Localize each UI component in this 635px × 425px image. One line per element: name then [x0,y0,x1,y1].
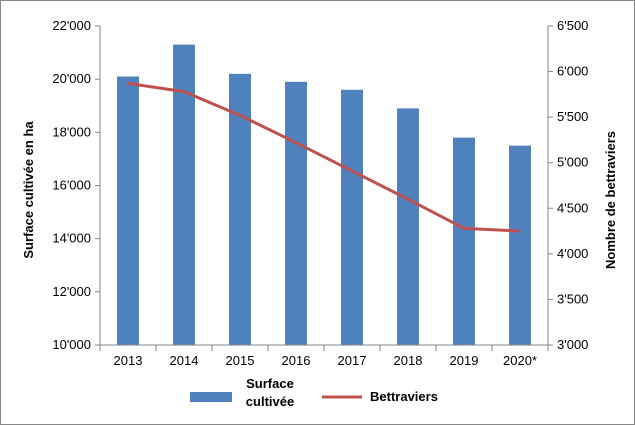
x-tick-label: 2020* [503,353,537,368]
legend: Surface cultivée Bettraviers [190,376,438,409]
legend-bar-label-line2: cultivée [246,394,294,409]
y-right-tick-label: 6'500 [557,18,588,33]
legend-bar-label-line1: Surface [246,376,294,391]
y-left-tick-label: 14'000 [52,231,91,246]
y-left-tick-label: 10'000 [52,337,91,352]
y-right-tick-label: 4'000 [557,246,588,261]
ticks-layer: 10'000 12'000 14'000 16'000 18'000 20'000 22'0… [52,18,588,368]
x-tick-label: 2015 [226,353,255,368]
y-left-tick-label: 16'000 [52,178,91,193]
y-right-tick-label: 6'000 [557,64,588,79]
y-left-tick-label: 18'000 [52,124,91,139]
axes-layer [95,25,553,351]
bar-2017 [341,89,363,345]
x-tick-label: 2014 [170,353,199,368]
y-right-axis-title: Nombre de bettraviers [603,131,618,269]
bar-2016 [285,81,307,345]
x-tick-label: 2017 [338,353,367,368]
bars-layer [117,44,531,346]
line-layer [127,81,521,233]
y-left-tick-label: 12'000 [52,284,91,299]
legend-bar-swatch [190,392,232,402]
bar-2020* [509,145,531,345]
y-left-tick-label: 22'000 [52,18,91,33]
bettraviers-line [127,81,521,233]
bar-2014 [173,44,195,345]
x-tick-label: 2018 [394,353,423,368]
legend-line-label: Bettraviers [370,389,438,404]
y-left-tick-label: 20'000 [52,71,91,86]
bar-2015 [229,73,251,345]
bar-2019 [453,137,475,345]
bar-2018 [397,108,419,346]
y-right-tick-label: 3'000 [557,337,588,352]
y-right-tick-label: 4'500 [557,200,588,215]
bar-2013 [117,76,139,345]
x-tick-label: 2013 [114,353,143,368]
y-left-axis-title: Surface cultivée en ha [21,121,36,259]
x-tick-label: 2016 [282,353,311,368]
x-tick-label: 2019 [450,353,479,368]
y-right-tick-label: 3'500 [557,291,588,306]
y-right-tick-label: 5'000 [557,155,588,170]
y-right-tick-label: 5'500 [557,109,588,124]
